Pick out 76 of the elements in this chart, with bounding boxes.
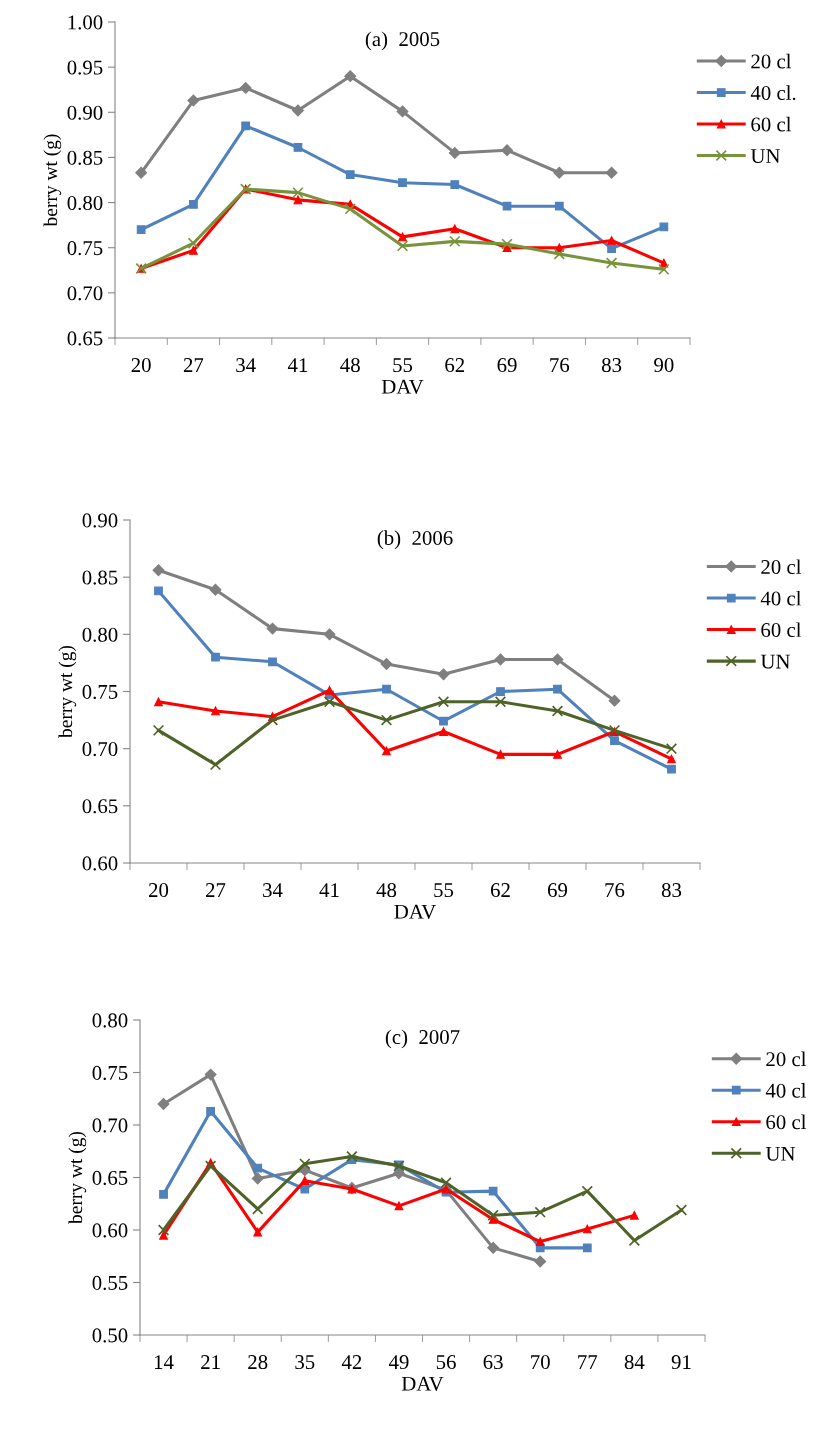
x-tick-label: 83	[601, 358, 622, 373]
y-tick-label: 0.70	[67, 286, 103, 301]
legend-label: 20 cl	[761, 559, 802, 575]
legend-label: UN	[750, 149, 781, 164]
x-tick-label: 76	[605, 883, 625, 898]
x-tick-label: 55	[434, 883, 454, 898]
y-tick-label: 0.80	[82, 627, 118, 642]
y-axis-title: berry wt (g)	[43, 134, 62, 227]
legend-label: 60 cl	[751, 116, 792, 132]
chart-title: (a) 2005	[365, 31, 440, 51]
x-tick-label: 27	[183, 358, 204, 372]
x-tick-label: 42	[341, 1355, 362, 1369]
x-tick-label: 21	[201, 1355, 220, 1369]
x-tick-label: 48	[340, 358, 360, 373]
x-tick-label: 76	[550, 358, 570, 373]
x-tick-label: 27	[206, 883, 226, 897]
legend-label: 40 cl	[765, 1083, 807, 1098]
chart-title: (b) 2006	[377, 530, 453, 550]
x-tick-label: 56	[436, 1355, 456, 1370]
legend-label: 20 cl	[766, 1051, 807, 1067]
y-tick-label: 0.75	[92, 1065, 128, 1081]
y-tick-label: 0.60	[82, 856, 118, 871]
y-axis-title: berry wt (g)	[58, 645, 77, 738]
y-tick-label: 0.85	[67, 150, 103, 165]
x-axis-title: DAV	[401, 1376, 444, 1391]
x-tick-label: 69	[547, 883, 568, 898]
chart-title: (c) 2007	[385, 1029, 460, 1049]
x-tick-label: 69	[497, 358, 517, 373]
x-tick-label: 35	[295, 1355, 315, 1370]
y-tick-label: 0.90	[82, 513, 118, 528]
x-tick-label: 34	[263, 883, 283, 898]
y-tick-label: 1.00	[68, 15, 103, 30]
x-tick-label: 20	[149, 883, 169, 898]
legend-label: 40 cl	[760, 590, 802, 606]
x-tick-label: 90	[654, 358, 674, 373]
y-tick-label: 0.75	[82, 684, 118, 700]
y-axis-title: berry wt (g)	[68, 1131, 87, 1224]
legend-label: UN	[760, 654, 791, 669]
x-tick-label: 28	[248, 1355, 268, 1370]
y-tick-label: 0.70	[92, 1118, 128, 1133]
y-tick-label: 0.70	[82, 742, 118, 757]
x-tick-label: 91	[671, 1355, 691, 1370]
y-tick-label: 0.75	[67, 241, 103, 256]
y-tick-label: 0.60	[92, 1223, 128, 1238]
x-tick-label: 14	[154, 1355, 174, 1369]
x-tick-label: 63	[483, 1355, 503, 1370]
legend-label: 60 cl	[766, 1114, 807, 1130]
x-tick-label: 49	[388, 1355, 409, 1370]
y-tick-label: 0.65	[67, 331, 103, 346]
legend-label: 20 cl	[751, 53, 792, 69]
x-axis-title: DAV	[394, 904, 436, 919]
y-tick-label: 0.65	[82, 799, 118, 814]
x-tick-label: 62	[445, 358, 465, 373]
y-tick-label: 0.55	[92, 1275, 128, 1291]
x-tick-label: 48	[376, 883, 397, 898]
x-tick-label: 41	[287, 358, 308, 372]
y-tick-label: 0.50	[92, 1328, 128, 1343]
x-tick-label: 77	[578, 1355, 598, 1369]
legend-label: UN	[765, 1146, 796, 1161]
x-tick-label: 84	[624, 1355, 645, 1370]
legend-label: 60 cl	[761, 622, 802, 638]
legend-label: 40 cl.	[750, 85, 796, 101]
y-tick-label: 0.80	[67, 195, 103, 211]
y-tick-label: 0.90	[67, 105, 103, 120]
x-tick-label: 62	[490, 883, 510, 898]
x-tick-label: 55	[393, 358, 413, 373]
y-tick-label: 0.80	[92, 1013, 128, 1028]
x-tick-label: 41	[319, 883, 339, 897]
y-tick-label: 0.95	[67, 60, 103, 75]
x-tick-label: 70	[531, 1355, 550, 1370]
x-tick-label: 20	[131, 358, 151, 373]
x-tick-label: 83	[661, 883, 682, 898]
x-axis-title: DAV	[381, 379, 424, 394]
y-tick-label: 0.65	[92, 1170, 128, 1186]
y-tick-label: 0.85	[82, 570, 118, 585]
x-tick-label: 34	[236, 358, 256, 373]
